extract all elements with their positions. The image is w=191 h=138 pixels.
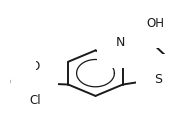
Text: OH: OH — [147, 17, 165, 30]
Text: S: S — [31, 77, 39, 90]
Text: O: O — [9, 76, 18, 89]
Text: Cl: Cl — [29, 94, 41, 107]
Text: N: N — [116, 36, 125, 50]
Text: O: O — [30, 60, 39, 73]
Text: S: S — [155, 72, 163, 86]
